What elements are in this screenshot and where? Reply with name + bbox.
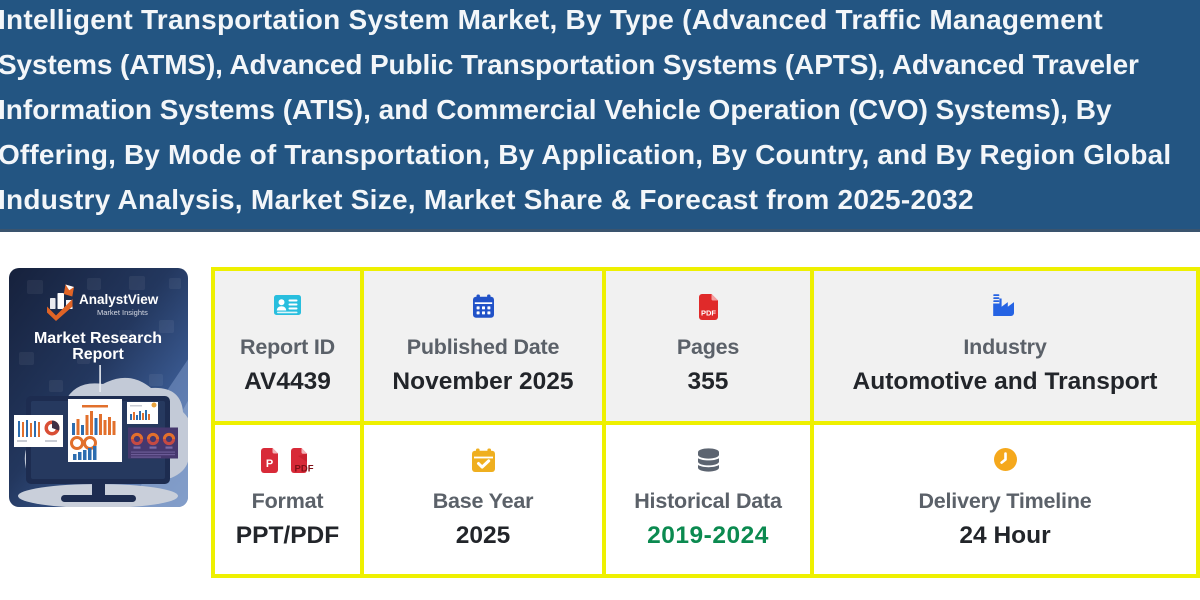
svg-text:AnalystView: AnalystView bbox=[79, 292, 159, 307]
svg-text:Market Research: Market Research bbox=[34, 330, 162, 347]
svg-text:PDF: PDF bbox=[701, 309, 716, 318]
svg-text:PDF: PDF bbox=[294, 464, 313, 475]
svg-text:Market Insights: Market Insights bbox=[97, 308, 148, 317]
svg-text:P: P bbox=[265, 458, 272, 470]
svg-text:Report: Report bbox=[72, 346, 124, 363]
